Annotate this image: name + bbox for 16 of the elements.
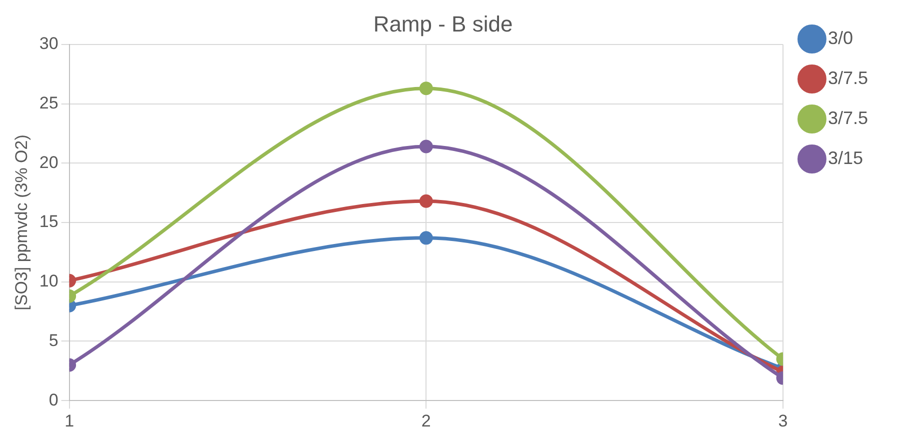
- y-tick-label: 0: [48, 390, 58, 410]
- y-tick-label: 15: [39, 212, 58, 232]
- legend-label: 3/15: [828, 148, 864, 168]
- y-axis-title: [SO3] ppmvdc (3% O2): [12, 134, 31, 310]
- y-tick-label: 10: [39, 272, 58, 291]
- y-tick-label: 30: [39, 34, 58, 54]
- chart-title: Ramp - B side: [373, 11, 513, 36]
- legend-label: 3/7.5: [828, 68, 868, 88]
- legend-label: 3/7.5: [828, 108, 868, 128]
- x-tick-label: 3: [778, 411, 788, 430]
- legend-label: 3/0: [828, 28, 853, 48]
- x-tick-label: 2: [421, 411, 431, 430]
- y-tick-label: 25: [39, 93, 58, 112]
- x-tick-label: 1: [64, 411, 74, 430]
- y-tick-label: 20: [39, 152, 58, 172]
- y-tick-label: 5: [48, 330, 58, 350]
